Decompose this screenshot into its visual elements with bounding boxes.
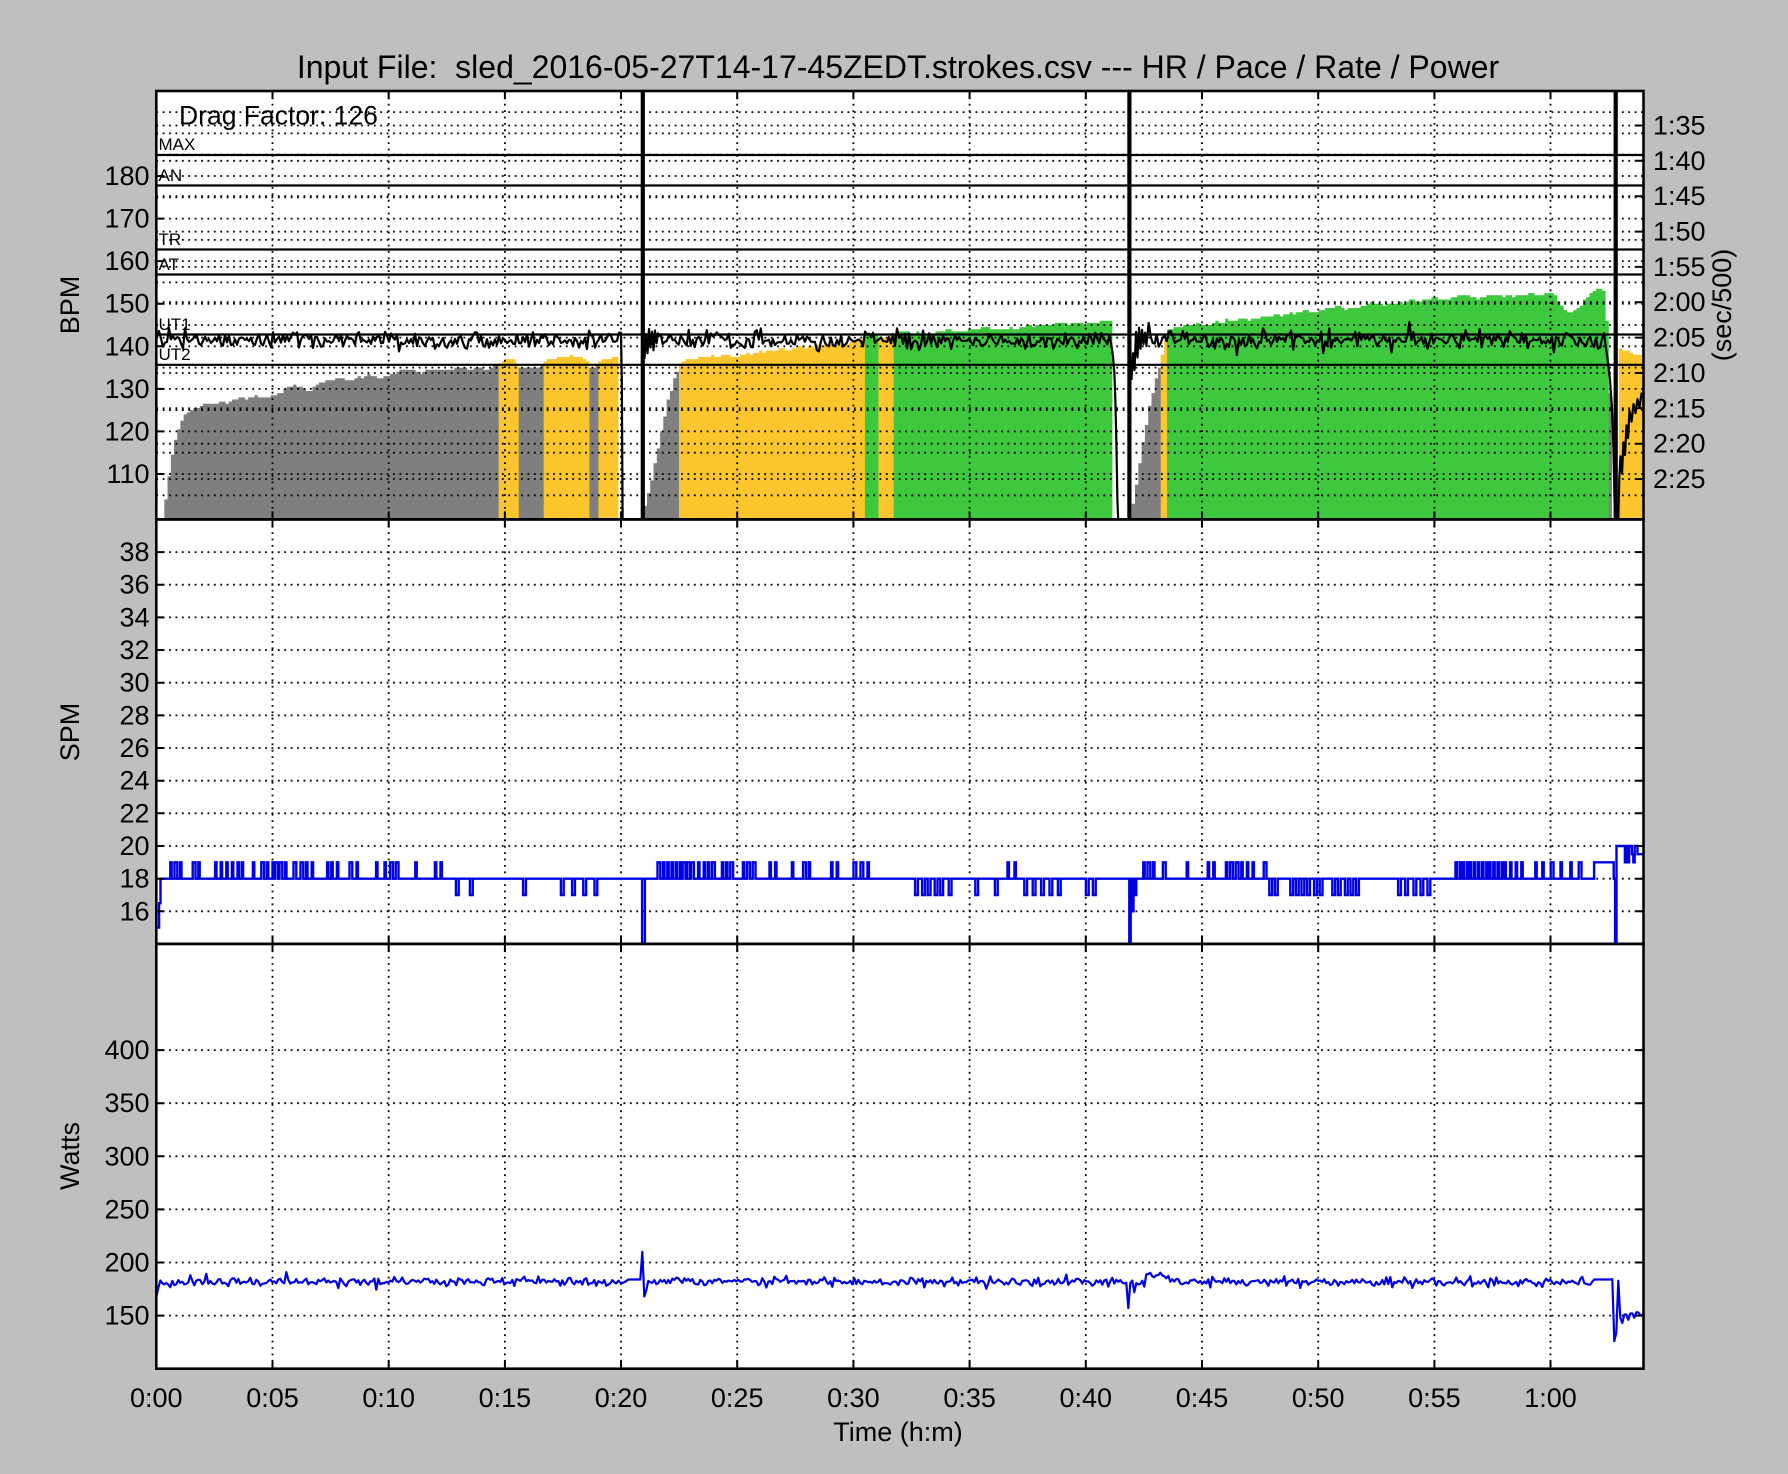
svg-text:0:30: 0:30 <box>827 1383 880 1413</box>
svg-text:130: 130 <box>104 374 149 404</box>
svg-text:18: 18 <box>119 864 149 894</box>
svg-text:1:55: 1:55 <box>1653 252 1706 282</box>
svg-text:20: 20 <box>119 831 149 861</box>
svg-text:AT: AT <box>159 255 179 274</box>
svg-text:0:05: 0:05 <box>246 1383 299 1413</box>
svg-text:Input File: sled_2016-05-27T1: Input File: sled_2016-05-27T14-17-45ZEDT… <box>297 49 1500 85</box>
svg-text:36: 36 <box>119 570 149 600</box>
svg-text:120: 120 <box>104 416 149 446</box>
svg-text:0:55: 0:55 <box>1408 1383 1461 1413</box>
svg-text:2:25: 2:25 <box>1653 464 1706 494</box>
svg-text:2:05: 2:05 <box>1653 323 1706 353</box>
svg-text:28: 28 <box>119 700 149 730</box>
svg-text:0:00: 0:00 <box>130 1383 183 1413</box>
svg-text:160: 160 <box>104 246 149 276</box>
svg-text:30: 30 <box>119 668 149 698</box>
svg-text:SPM: SPM <box>55 703 85 762</box>
svg-text:150: 150 <box>104 1301 149 1331</box>
svg-text:0:10: 0:10 <box>362 1383 415 1413</box>
svg-text:400: 400 <box>104 1035 149 1065</box>
svg-text:0:40: 0:40 <box>1060 1383 1113 1413</box>
svg-text:0:45: 0:45 <box>1176 1383 1229 1413</box>
svg-text:UT2: UT2 <box>159 345 191 364</box>
svg-text:MAX: MAX <box>159 135 196 154</box>
svg-text:22: 22 <box>119 798 149 828</box>
svg-text:200: 200 <box>104 1248 149 1278</box>
svg-text:16: 16 <box>119 896 149 926</box>
svg-text:TR: TR <box>159 230 182 249</box>
svg-text:1:50: 1:50 <box>1653 217 1706 247</box>
svg-text:140: 140 <box>104 331 149 361</box>
svg-text:150: 150 <box>104 289 149 319</box>
svg-text:32: 32 <box>119 635 149 665</box>
svg-text:0:20: 0:20 <box>595 1383 648 1413</box>
svg-text:(sec/500): (sec/500) <box>1707 249 1737 362</box>
svg-text:170: 170 <box>104 204 149 234</box>
svg-text:Time (h:m): Time (h:m) <box>833 1417 963 1447</box>
svg-text:38: 38 <box>119 537 149 567</box>
svg-text:0:50: 0:50 <box>1292 1383 1345 1413</box>
svg-text:AN: AN <box>159 166 183 185</box>
svg-text:24: 24 <box>119 766 149 796</box>
svg-text:0:35: 0:35 <box>943 1383 996 1413</box>
svg-text:180: 180 <box>104 161 149 191</box>
svg-text:350: 350 <box>104 1088 149 1118</box>
svg-text:300: 300 <box>104 1141 149 1171</box>
svg-text:110: 110 <box>106 459 149 489</box>
svg-text:0:25: 0:25 <box>711 1383 764 1413</box>
svg-text:1:45: 1:45 <box>1653 181 1706 211</box>
svg-text:26: 26 <box>119 733 149 763</box>
svg-text:Drag Factor: 126: Drag Factor: 126 <box>179 101 378 131</box>
svg-text:250: 250 <box>104 1194 149 1224</box>
svg-text:2:20: 2:20 <box>1653 429 1706 459</box>
svg-text:2:15: 2:15 <box>1653 393 1706 423</box>
svg-text:BPM: BPM <box>55 276 85 335</box>
svg-text:2:00: 2:00 <box>1653 287 1706 317</box>
svg-text:1:00: 1:00 <box>1524 1383 1577 1413</box>
svg-text:2:10: 2:10 <box>1653 358 1706 388</box>
svg-text:0:15: 0:15 <box>479 1383 532 1413</box>
svg-text:1:40: 1:40 <box>1653 146 1706 176</box>
svg-text:34: 34 <box>119 602 149 632</box>
svg-text:Watts: Watts <box>55 1122 85 1190</box>
svg-text:UT1: UT1 <box>159 315 191 334</box>
svg-text:1:35: 1:35 <box>1653 111 1706 141</box>
